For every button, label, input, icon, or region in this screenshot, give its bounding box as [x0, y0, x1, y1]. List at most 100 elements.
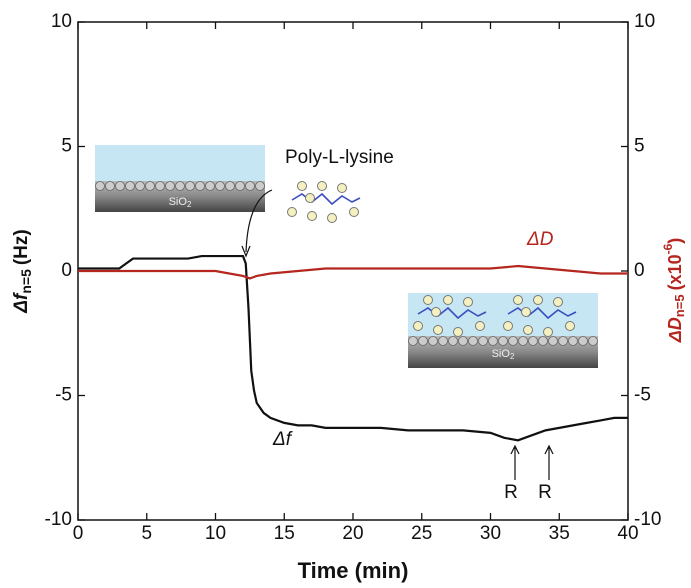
charge: [553, 297, 563, 307]
atom: [418, 336, 428, 346]
atom: [518, 336, 528, 346]
x-tick-label: 40: [617, 523, 638, 544]
polymer-icons: [287, 181, 577, 337]
charge: [533, 295, 543, 305]
atom: [468, 336, 478, 346]
x-tick-label: 25: [411, 523, 432, 544]
atom: [558, 336, 568, 346]
atom: [548, 336, 558, 346]
y2-tick-label: 5: [634, 136, 645, 157]
charge: [287, 207, 297, 217]
atom: [478, 336, 488, 346]
charge: [513, 295, 523, 305]
atom: [498, 336, 508, 346]
y-tick-label: 10: [51, 11, 72, 32]
x-tick-label: 30: [480, 523, 501, 544]
atom: [205, 181, 215, 191]
atom: [508, 336, 518, 346]
atom: [145, 181, 155, 191]
atom: [588, 336, 598, 346]
y-tick-label: -10: [45, 509, 72, 530]
charge: [503, 321, 513, 331]
charge: [523, 325, 533, 335]
surface-atoms: [95, 181, 598, 346]
substrate-label: SiO2: [169, 196, 192, 209]
polymer-chain: [417, 306, 487, 320]
series-line: [78, 264, 628, 280]
atom: [105, 181, 115, 191]
atom: [235, 181, 245, 191]
atom: [215, 181, 225, 191]
charge: [565, 321, 575, 331]
polymer-chain: [507, 306, 577, 320]
y2-tick-label: -5: [634, 385, 651, 406]
charge: [349, 207, 359, 217]
y-tick-label: 0: [61, 260, 72, 281]
pointer: [245, 189, 273, 253]
x-axis-title: Time (min): [298, 558, 409, 583]
atom: [528, 336, 538, 346]
charge: [413, 321, 423, 331]
atom: [245, 181, 255, 191]
atom: [125, 181, 135, 191]
atom: [408, 336, 418, 346]
atom: [165, 181, 175, 191]
charge: [521, 307, 531, 317]
charge: [453, 327, 463, 337]
x-tick-label: 20: [342, 523, 363, 544]
charge: [305, 193, 315, 203]
charge: [475, 321, 485, 331]
atom: [438, 336, 448, 346]
charge: [317, 181, 327, 191]
y2-tick-label: -10: [634, 509, 661, 530]
charge: [463, 297, 473, 307]
atom: [538, 336, 548, 346]
atom: [458, 336, 468, 346]
x-tick-label: 35: [549, 523, 570, 544]
polymer-chain: [291, 192, 361, 206]
atom: [448, 336, 458, 346]
atom: [115, 181, 125, 191]
arrowhead: [241, 245, 251, 258]
atom: [578, 336, 588, 346]
x-tick-label: 5: [141, 523, 152, 544]
series-line: [78, 254, 628, 442]
series-label: Δf: [272, 429, 293, 450]
atom: [185, 181, 195, 191]
atom: [428, 336, 438, 346]
atom: [568, 336, 578, 346]
substrate-label: SiO2: [492, 348, 515, 361]
y-tick-label: 5: [61, 136, 72, 157]
annotation: Poly-L-lysine: [285, 147, 394, 168]
charge: [307, 211, 317, 221]
charge: [337, 183, 347, 193]
atom: [255, 181, 265, 191]
atom: [195, 181, 205, 191]
y-tick-label: -5: [55, 385, 72, 406]
atom: [488, 336, 498, 346]
y2-tick-label: 10: [634, 11, 655, 32]
atom: [175, 181, 185, 191]
x-tick-label: 10: [205, 523, 226, 544]
series-label: ΔD: [526, 229, 554, 250]
atom: [95, 181, 105, 191]
x-tick-label: 0: [73, 523, 84, 544]
y2-tick-label: 0: [634, 260, 645, 281]
charge: [297, 181, 307, 191]
annotation: R: [538, 482, 552, 503]
arrow: [510, 444, 554, 480]
charge: [543, 327, 553, 337]
charge: [433, 325, 443, 335]
y-axis-title: Δfn=5(Hz): [11, 229, 34, 314]
annotation: R: [504, 482, 518, 503]
x-tick-label: 15: [274, 523, 295, 544]
atom: [135, 181, 145, 191]
charge: [443, 295, 453, 305]
charge: [423, 295, 433, 305]
atom: [155, 181, 165, 191]
charge: [327, 213, 337, 223]
charge: [431, 307, 441, 317]
atom: [225, 181, 235, 191]
y2-axis-title: ΔDn=5(x10-6): [661, 238, 687, 344]
